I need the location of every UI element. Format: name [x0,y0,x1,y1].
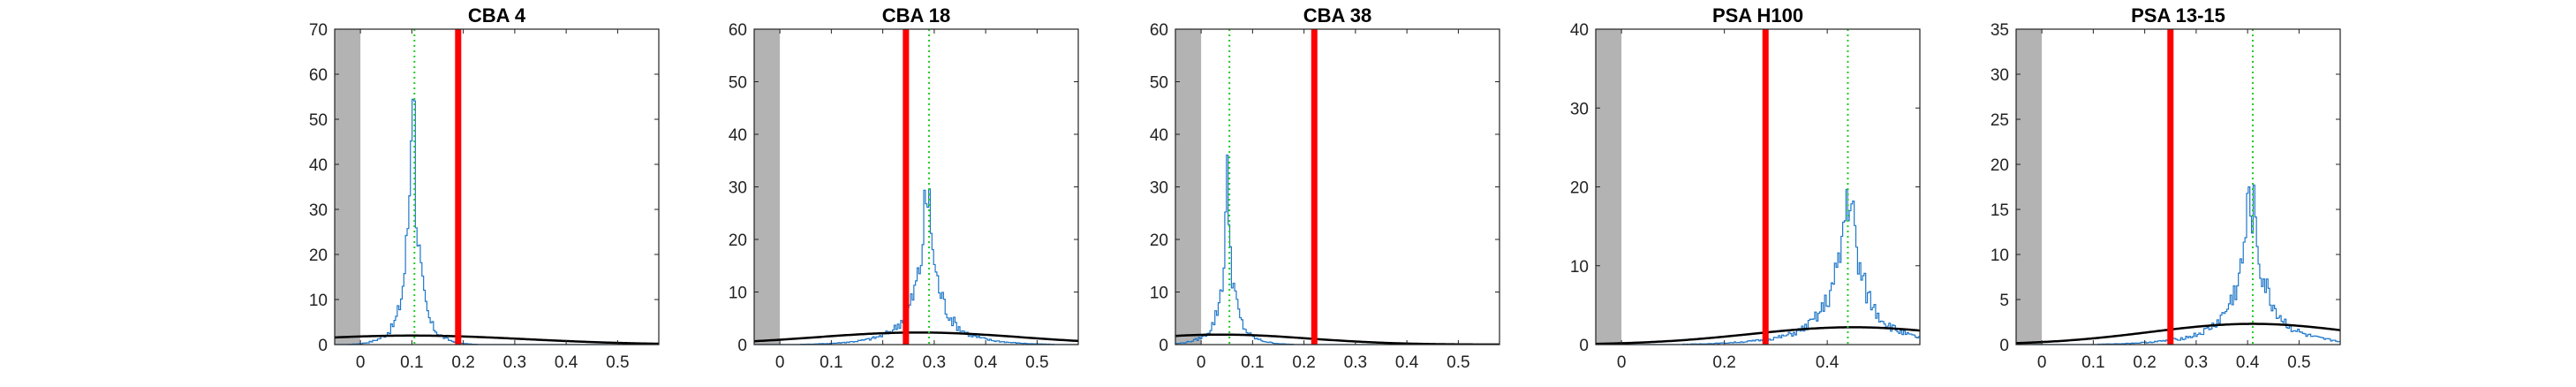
plot-area [1596,29,1920,345]
x-tick-label: 0.2 [871,353,894,372]
chart-title: PSA 13-15 [2131,4,2225,27]
y-tick-label: 50 [729,74,747,93]
y-tick-label: 0 [737,337,747,355]
chart-panel-3: 0 0.1 0.2 0.3 0.4 0.5 0 10 20 30 40 50 60 CBA 38 [1150,4,1500,372]
y-tick-label: 60 [729,21,747,40]
x-tick-label: 0.5 [1447,353,1469,372]
chart-title: CBA 4 [468,4,526,27]
y-tick-label: 15 [1991,201,2009,220]
x-tick-label: 0 [1197,353,1206,372]
y-tick-label: 20 [1991,156,2009,175]
histogram-series [335,98,659,345]
x-tick-label: 0.4 [1395,353,1419,372]
x-tick-label: 0.1 [2081,353,2104,372]
chart-title: PSA H100 [1712,4,1803,27]
x-tick-label: 0.2 [1712,353,1735,372]
y-tick-label: 70 [309,21,328,40]
chart-panel-4: 0 0.2 0.4 0 10 20 30 40 PSA H100 [1570,4,1921,372]
y-tick-label: 5 [1999,292,2009,310]
x-tick-label: 0.2 [1292,353,1315,372]
y-tick-label: 10 [1150,285,1168,303]
y-tick-label: 30 [1991,66,2009,85]
y-tick-label: 40 [309,156,328,175]
plot-area [335,29,659,345]
y-tick-label: 60 [309,66,328,85]
y-tick-label: 0 [1159,337,1168,355]
y-tick-label: 20 [1570,179,1589,198]
y-tick-label: 40 [1570,21,1589,40]
axes-box [334,28,660,345]
y-tick-label: 25 [1991,111,2009,130]
y-tick-label: 30 [729,179,747,198]
x-tick-label: 0.3 [923,353,946,372]
x-tick-label: 0.5 [2287,353,2310,372]
x-tick-label: 0 [775,353,785,372]
x-tick-label: 0.5 [606,353,629,372]
y-tick-label: 30 [1570,100,1589,118]
y-tick-label: 60 [1150,21,1168,40]
x-tick-label: 0.1 [1241,353,1264,372]
x-tick-label: 0 [2037,353,2047,372]
shaded-region [2016,29,2043,345]
y-tick-label: 0 [1579,337,1589,355]
gaussian-fit-curve [1596,326,1920,345]
x-tick-label: 0.4 [974,353,998,372]
shaded-region [335,29,361,345]
plot-content [2016,29,2340,345]
x-tick-label: 0.1 [400,353,423,372]
gaussian-fit-curve [754,331,1078,343]
x-tick-label: 0.3 [2185,353,2208,372]
plot-area [754,29,1078,345]
plot-area [1175,29,1500,345]
y-tick-label: 20 [309,247,328,265]
y-tick-label: 30 [1150,179,1168,198]
y-tick-label: 10 [1991,247,2009,265]
plot-content [1596,29,1920,345]
y-tick-label: 30 [309,201,328,220]
plot-area [2016,29,2340,345]
x-tick-label: 0.1 [820,353,842,372]
y-tick-label: 10 [309,292,328,310]
x-tick-label: 0.3 [1344,353,1367,372]
y-tick-label: 0 [318,337,328,355]
histogram-series [1596,188,1920,345]
chart-panel-2: 0 0.1 0.2 0.3 0.4 0.5 0 10 20 30 40 50 60 CBA 18 [729,4,1079,372]
histogram-series [754,188,1078,345]
x-tick-label: 0 [1617,353,1627,372]
gaussian-fit-curve [2016,322,2340,345]
y-tick-label: 50 [1150,74,1168,93]
x-tick-label: 0.4 [2236,353,2260,372]
y-tick-label: 20 [729,231,747,250]
x-tick-label: 0.4 [1816,353,1839,372]
x-tick-label: 0.3 [503,353,526,372]
chart-title: CBA 18 [882,4,950,27]
x-tick-label: 0.5 [1025,353,1048,372]
chart-title: CBA 38 [1303,4,1371,27]
gaussian-fit-curve [335,334,659,345]
y-tick-label: 0 [1999,337,2009,355]
chart-panel-5: 0 0.1 0.2 0.3 0.4 0.5 0 5 10 15 20 25 30 35 PSA 13-15 [1991,4,2341,372]
axes-box [2015,28,2341,345]
x-tick-label: 0.2 [451,353,474,372]
y-tick-label: 10 [1570,258,1589,277]
x-tick-label: 0.4 [555,353,578,372]
x-tick-label: 0 [356,353,366,372]
plot-content [754,29,1078,345]
y-tick-label: 10 [729,285,747,303]
x-tick-label: 0.2 [2133,353,2156,372]
y-tick-label: 50 [309,111,328,130]
y-tick-label: 40 [729,126,747,145]
plot-content [335,29,659,345]
y-tick-label: 35 [1991,21,2009,40]
y-tick-label: 40 [1150,126,1168,145]
chart-panel-1: 0 0.1 0.2 0.3 0.4 0.5 0 10 20 30 40 50 60 70 CBA 4 [309,4,660,372]
y-tick-label: 20 [1150,231,1168,250]
